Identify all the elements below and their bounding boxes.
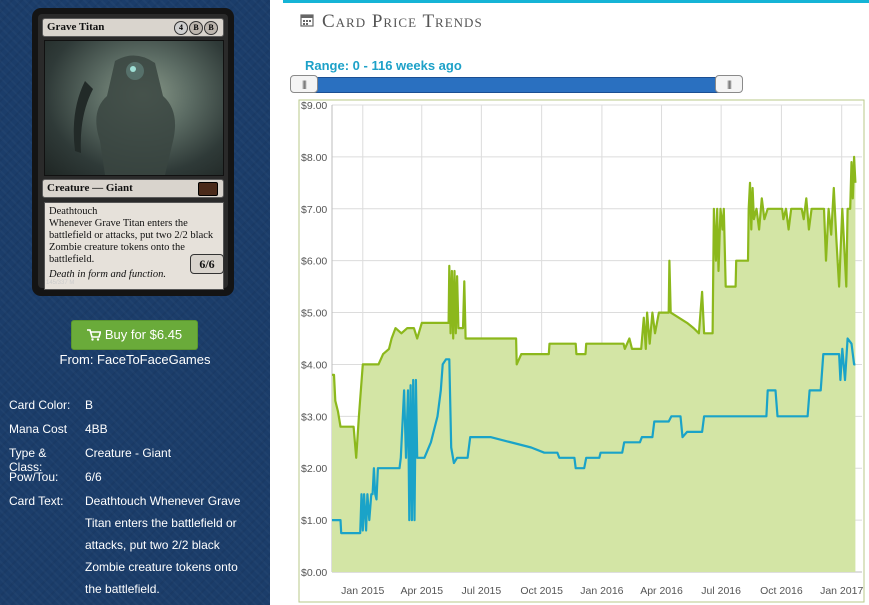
page-title: Card Price Trends <box>300 11 483 33</box>
y-tick-label: $3.00 <box>301 411 327 423</box>
info-value: Deathtouch Whenever Grave Titan enters t… <box>85 494 241 596</box>
card-artwork <box>44 40 224 176</box>
info-value: B <box>85 398 94 412</box>
range-slider-handle-end[interactable]: ||| <box>715 75 743 93</box>
series-paper-line <box>332 155 857 459</box>
card-power-toughness: 6/6 <box>190 254 224 274</box>
x-tick-label: Jul 2015 <box>462 585 502 597</box>
y-tick-label: $0.00 <box>301 567 327 579</box>
y-tick-label: $6.00 <box>301 256 327 268</box>
y-tick-label: $5.00 <box>301 308 327 320</box>
info-label: Mana Cost <box>9 422 68 436</box>
y-tick-label: $4.00 <box>301 359 327 371</box>
range-slider-handle-start[interactable]: ||| <box>290 75 318 93</box>
card-type-bar: Creature — Giant <box>42 179 224 198</box>
header-accent-rule <box>283 0 869 3</box>
info-value: 4BB <box>85 422 108 436</box>
x-tick-label: Jan 2017 <box>820 585 863 597</box>
card-frame: Grave Titan 4 B B Creature — Giant <box>38 14 228 290</box>
mana-pip: B <box>204 21 218 35</box>
card-flavor-text: Death in form and function. <box>49 269 166 280</box>
x-tick-label: Oct 2016 <box>760 585 803 597</box>
cart-icon <box>86 329 102 341</box>
calendar-icon <box>300 14 314 27</box>
series-online-line <box>332 337 856 535</box>
x-tick-label: Oct 2015 <box>520 585 563 597</box>
card-rules-text: Whenever Grave Titan enters the battlefi… <box>49 218 214 265</box>
card-collector-number: 145/337 M <box>46 280 75 286</box>
y-tick-label: $7.00 <box>301 204 327 216</box>
x-tick-label: Jul 2016 <box>701 585 741 597</box>
range-label: Range: 0 - 116 weeks ago <box>305 58 462 73</box>
info-value: 6/6 <box>85 470 102 484</box>
mana-cost-symbols: 4 B B <box>174 21 218 35</box>
info-label: Pow/Tou: <box>9 470 59 484</box>
info-value: Creature - Giant <box>85 446 172 460</box>
x-tick-label: Jan 2016 <box>580 585 623 597</box>
card-artwork-figure <box>73 55 176 175</box>
buy-button[interactable]: Buy for $6.45 <box>71 320 198 350</box>
card-rules-box: Deathtouch Whenever Grave Titan enters t… <box>44 202 224 290</box>
mana-pip: 4 <box>174 21 188 35</box>
set-symbol-icon <box>198 182 218 196</box>
y-tick-label: $2.00 <box>301 463 327 475</box>
vendor-name: From: FaceToFaceGames <box>59 352 211 367</box>
info-label: Card Color: <box>9 398 71 412</box>
x-tick-label: Apr 2016 <box>640 585 683 597</box>
y-tick-label: $1.00 <box>301 515 327 527</box>
card-name: Grave Titan <box>47 21 105 33</box>
card-name-bar: Grave Titan 4 B B <box>42 18 224 37</box>
info-label: Card Text: <box>9 494 64 508</box>
page-title-text: Card Price Trends <box>322 11 483 32</box>
card-sidebar: Grave Titan 4 B B Creature — Giant <box>0 0 270 605</box>
info-label: Type & Class: <box>9 446 47 474</box>
mana-pip: B <box>189 21 203 35</box>
card-rules-title: Deathtouch <box>49 206 98 217</box>
buy-button-label: Buy for $6.45 <box>104 327 183 342</box>
card-image: Grave Titan 4 B B Creature — Giant <box>32 8 234 296</box>
y-tick-label: $9.00 <box>301 100 327 112</box>
y-tick-label: $8.00 <box>301 152 327 164</box>
x-tick-label: Jan 2015 <box>341 585 384 597</box>
x-tick-label: Apr 2015 <box>400 585 443 597</box>
card-type-line: Creature — Giant <box>47 182 133 194</box>
